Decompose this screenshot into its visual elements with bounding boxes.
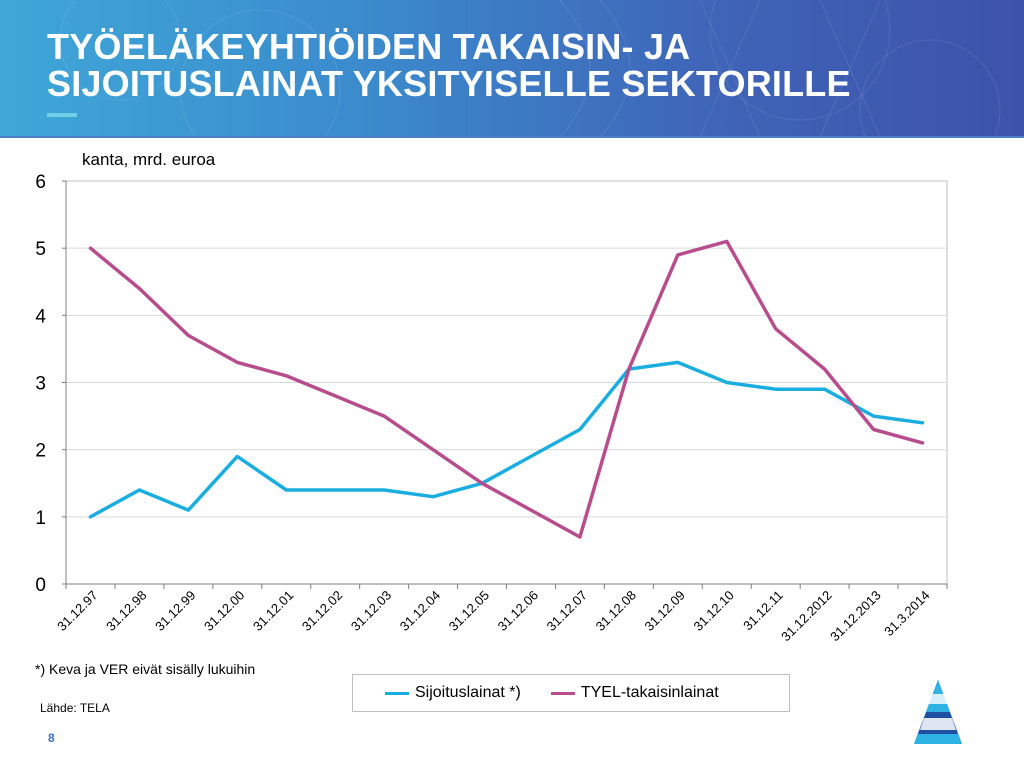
x-tick-label: 31.12.04 [397, 588, 443, 634]
header-pattern [59, 0, 1001, 137]
page-number: 8 [48, 731, 55, 745]
series-layer [88, 239, 925, 539]
x-tick-label: 31.12.09 [642, 588, 688, 634]
title-line-2: SIJOITUSLAINAT YKSITYISELLE SEKTORILLE [47, 63, 851, 104]
x-tick-label: 31.12.97 [54, 588, 100, 634]
legend-label-takaisinlainat: TYEL-takaisinlainat [580, 684, 719, 701]
grid-layer [65, 180, 948, 585]
x-tick-label: 31.12.06 [495, 588, 541, 634]
y-tick-label: 0 [35, 575, 46, 596]
organization-logo-icon [914, 680, 962, 744]
y-tick-label: 5 [35, 239, 46, 260]
x-tick-label: 31.12.01 [250, 588, 296, 634]
x-tick-label: 31.12.03 [348, 588, 394, 634]
x-tick-label: 31.12.07 [544, 588, 590, 634]
x-tick-label: 31.12.98 [103, 588, 149, 634]
legend-item-sijoituslainat: Sijoituslainat *) [385, 684, 521, 702]
y-axis-label: kanta, mrd. euroa [82, 150, 216, 169]
y-tick-label: 2 [35, 441, 46, 462]
chart-legend: Sijoituslainat *) TYEL-takaisinlainat [352, 674, 790, 712]
legend-item-takaisinlainat: TYEL-takaisinlainat [550, 684, 719, 702]
x-tick-label: 31.12.00 [201, 588, 247, 634]
header-banner: TYÖELÄKEYHTIÖIDEN TAKAISIN- JA SIJOITUSL… [0, 0, 1024, 137]
x-tick-label: 31.12.10 [690, 588, 736, 634]
x-tick-label: 31.12.05 [446, 588, 492, 634]
series-line-takaisinlainat [88, 239, 925, 539]
title-underline [47, 113, 77, 117]
legend-swatch-takaisinlainat [550, 691, 575, 695]
legend-label-sijoituslainat: Sijoituslainat *) [415, 684, 521, 701]
page-title: TYÖELÄKEYHTIÖIDEN TAKAISIN- JA SIJOITUSL… [47, 28, 851, 102]
x-tick-label: 31.12.99 [152, 588, 198, 634]
title-line-1: TYÖELÄKEYHTIÖIDEN TAKAISIN- JA [47, 26, 691, 67]
y-tick-label: 6 [35, 172, 46, 193]
footnote: *) Keva ja VER eivät sisälly lukuihin [35, 661, 256, 677]
y-tick-label: 4 [35, 306, 46, 327]
header-divider [0, 136, 1024, 138]
x-tick-label: 31.3.2014 [881, 588, 933, 640]
y-tick-label: 3 [35, 374, 46, 395]
x-tick-label: 31.12.02 [299, 588, 345, 634]
series-line-sijoituslainat [88, 360, 925, 519]
y-tick-label: 1 [35, 508, 46, 529]
source-note: Lähde: TELA [40, 701, 110, 715]
x-tick-label: 31.12.11 [740, 588, 786, 634]
legend-swatch-sijoituslainat [385, 691, 409, 695]
x-tick-label: 31.12.2012 [778, 588, 835, 645]
x-tick-label: 31.12.08 [593, 588, 639, 634]
x-tick-label: 31.12.2013 [827, 588, 884, 645]
